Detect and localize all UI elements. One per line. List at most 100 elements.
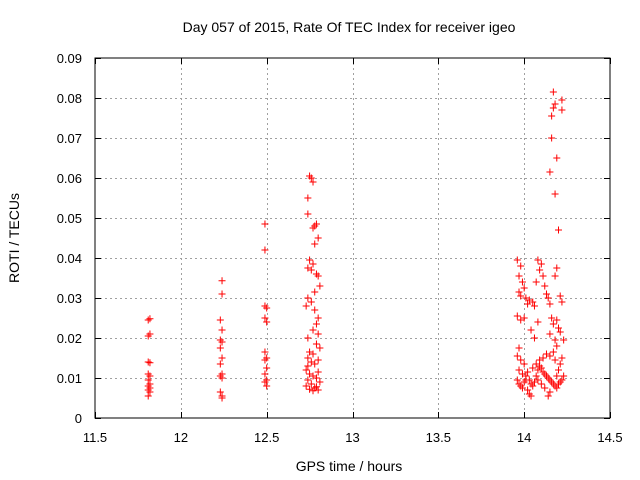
data-point [304, 354, 312, 362]
data-point [530, 334, 538, 342]
data-point [529, 364, 537, 372]
data-point [302, 302, 310, 310]
data-point [144, 358, 152, 366]
data-point [517, 356, 525, 364]
data-point [144, 392, 152, 400]
grid-lines [95, 58, 610, 418]
data-point [302, 366, 310, 374]
data-points [144, 88, 568, 402]
data-point [311, 306, 319, 314]
data-point [263, 304, 271, 312]
data-point [515, 272, 523, 280]
y-tick-label: 0.09 [57, 51, 82, 66]
data-point [553, 154, 561, 162]
data-point [558, 96, 566, 104]
data-point [546, 300, 554, 308]
data-point [532, 278, 540, 286]
data-point [513, 376, 521, 384]
data-point [304, 376, 312, 384]
data-point [520, 284, 528, 292]
y-tick-label: 0.07 [57, 131, 82, 146]
data-point [515, 288, 523, 296]
data-point [558, 106, 566, 114]
data-point [551, 100, 559, 108]
data-point [546, 168, 554, 176]
data-point [524, 368, 532, 376]
data-point [556, 328, 564, 336]
data-point [218, 374, 226, 382]
data-point [218, 326, 226, 334]
data-point [517, 262, 525, 270]
data-point [517, 292, 525, 300]
data-point [513, 312, 521, 320]
data-point [539, 272, 547, 280]
data-point [556, 292, 564, 300]
data-point [529, 382, 537, 390]
y-tick-label: 0.03 [57, 291, 82, 306]
data-point [518, 384, 526, 392]
data-point [549, 88, 557, 96]
data-point [218, 277, 226, 285]
data-point [218, 354, 226, 362]
data-point [515, 344, 523, 352]
data-point [542, 290, 550, 298]
data-point [309, 178, 317, 186]
data-point [549, 320, 557, 328]
data-point [314, 386, 322, 394]
y-axis-title: ROTI / TECUs [6, 193, 22, 283]
data-point [311, 360, 319, 368]
data-point [146, 359, 154, 367]
data-point [312, 383, 320, 391]
x-tick-label: 13.5 [426, 430, 451, 445]
data-point [551, 272, 559, 280]
chart-title: Day 057 of 2015, Rate Of TEC Index for r… [183, 19, 516, 35]
data-point [146, 315, 154, 323]
data-point [216, 344, 224, 352]
data-point [558, 376, 566, 384]
data-point [261, 220, 269, 228]
data-point [304, 194, 312, 202]
x-tick-label: 11.5 [83, 430, 107, 445]
data-point [263, 364, 271, 372]
data-point [558, 298, 566, 306]
data-point [218, 290, 226, 298]
data-point [261, 314, 269, 322]
data-point [309, 350, 317, 358]
data-point [218, 338, 226, 346]
data-point [553, 316, 561, 324]
data-point [546, 330, 554, 338]
data-point [312, 374, 320, 382]
x-tick-label: 12.5 [254, 430, 279, 445]
data-point [529, 298, 537, 306]
data-point [144, 376, 152, 384]
data-point [304, 362, 312, 370]
y-tick-label: 0.01 [57, 371, 82, 386]
data-point [549, 348, 557, 356]
data-point [551, 336, 559, 344]
data-point [312, 320, 320, 328]
data-point [560, 336, 568, 344]
y-tick-label: 0.06 [57, 171, 82, 186]
data-point [524, 386, 532, 394]
data-point [311, 240, 319, 248]
data-point [546, 352, 554, 360]
data-point [261, 356, 269, 364]
data-point [311, 288, 319, 296]
plot-frame [94, 57, 611, 419]
x-tick-label: 14.5 [597, 430, 622, 445]
data-point [309, 326, 317, 334]
data-point [304, 334, 312, 342]
data-point [144, 316, 152, 324]
y-tick-label: 0.02 [57, 331, 82, 346]
data-point [558, 354, 566, 362]
data-point [515, 366, 523, 374]
data-point [261, 348, 269, 356]
data-point [530, 302, 538, 310]
data-point [314, 314, 322, 322]
data-point [522, 376, 530, 384]
data-point [537, 260, 545, 268]
data-point [553, 342, 561, 350]
data-point [314, 330, 322, 338]
data-point [307, 174, 315, 182]
